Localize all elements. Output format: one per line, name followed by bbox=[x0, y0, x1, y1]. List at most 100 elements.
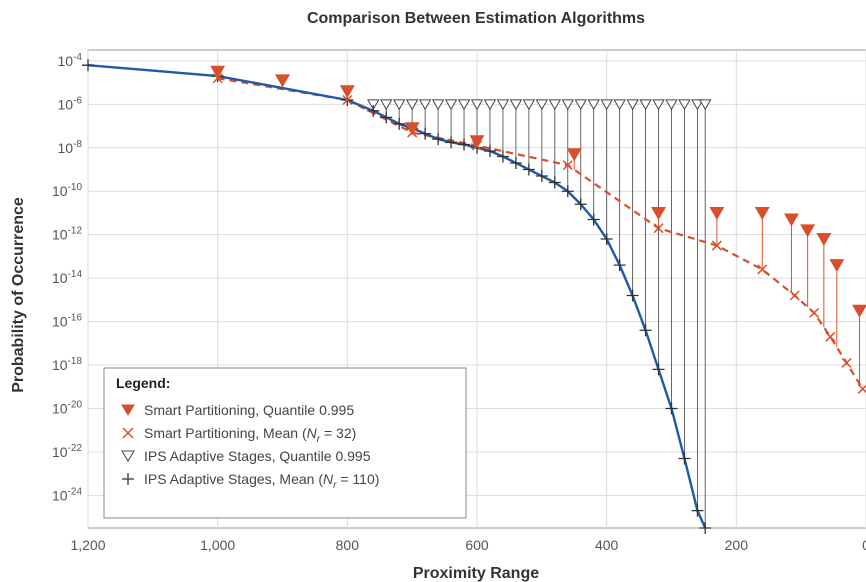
ips-quantile-marker bbox=[496, 99, 510, 111]
ips-mean-marker bbox=[613, 259, 626, 272]
y-tick-label: 10-24 bbox=[52, 486, 82, 503]
legend-box bbox=[103, 367, 467, 519]
ips-quantile-marker bbox=[483, 99, 497, 111]
sp-mean-marker bbox=[653, 223, 664, 234]
ips-mean-marker bbox=[82, 59, 94, 72]
y-tick-label: 10-20 bbox=[52, 400, 82, 417]
legend-label-sp-mean: Smart Partitioning, Mean (Nr = 32) bbox=[144, 425, 356, 445]
ips-quantile-marker bbox=[509, 99, 523, 111]
ips-mean-marker bbox=[626, 289, 639, 302]
ips-quantile-marker bbox=[367, 99, 380, 111]
ips-mean-marker bbox=[691, 504, 704, 517]
ips-mean-marker bbox=[600, 233, 613, 246]
ips-mean-marker bbox=[699, 522, 712, 534]
ips-mean-marker bbox=[380, 111, 393, 124]
ips-quantile-marker bbox=[535, 99, 549, 111]
ips-mean-marker bbox=[458, 138, 471, 151]
y-tick-label: 10-12 bbox=[52, 226, 82, 243]
ips-mean-marker bbox=[678, 452, 691, 465]
x-axis-label: Proximity Range bbox=[413, 565, 539, 582]
y-tick-label: 10-14 bbox=[52, 269, 82, 286]
ips-quantile-marker bbox=[444, 99, 458, 111]
sp-quantile-marker bbox=[709, 206, 725, 221]
sp-quantile-marker bbox=[275, 74, 290, 88]
x-axis: 1,200 1,000 800 600 400 200 0 bbox=[70, 537, 866, 553]
sp-quantile-marker bbox=[800, 224, 816, 238]
legend-marker-ips-mean bbox=[122, 473, 134, 485]
ips-mean-marker bbox=[509, 156, 522, 169]
x-tick-label: 1,200 bbox=[70, 537, 105, 553]
x-tick-label: 200 bbox=[725, 537, 749, 553]
sp-mean-marker bbox=[757, 264, 768, 275]
y-tick-label: 10-6 bbox=[58, 95, 83, 112]
ips-quantile-marker bbox=[548, 99, 562, 111]
sp-mean-marker bbox=[789, 290, 800, 301]
ips-mean-marker bbox=[652, 363, 665, 376]
ips-mean-marker bbox=[393, 117, 406, 130]
x-tick-label: 1,000 bbox=[200, 537, 235, 553]
legend-title: Legend: bbox=[116, 375, 170, 391]
ips-mean-marker bbox=[639, 324, 652, 337]
sp-quantile-marker bbox=[469, 135, 485, 149]
ips-quantile-marker bbox=[431, 99, 445, 111]
y-tick-label: 10-18 bbox=[52, 356, 82, 373]
ips-quantile-marker bbox=[405, 99, 419, 111]
sp-mean-marker bbox=[562, 160, 573, 171]
plot-area bbox=[82, 59, 866, 534]
x-tick-label: 400 bbox=[595, 537, 619, 553]
ips-quantile-marker bbox=[574, 99, 587, 111]
ips-quantile-marker bbox=[457, 99, 471, 111]
x-tick-label: 0 bbox=[862, 537, 866, 553]
ips-mean-marker bbox=[367, 104, 380, 117]
ips-mean-marker bbox=[665, 402, 678, 415]
y-axis-label: Probability of Occurrence bbox=[10, 197, 27, 393]
ips-quantile-marker bbox=[522, 99, 536, 111]
ips-quantile-marker bbox=[698, 99, 712, 111]
legend: Legend: Smart Partitioning, Quantile 0.99… bbox=[103, 367, 467, 519]
x-tick-label: 800 bbox=[336, 537, 360, 553]
y-tick-label: 10-22 bbox=[52, 443, 82, 460]
ips-quantile-marker bbox=[379, 99, 393, 111]
ips-mean-marker bbox=[419, 127, 432, 140]
y-tick-label: 10-10 bbox=[52, 182, 82, 199]
ips-quantile-marker bbox=[652, 99, 665, 111]
ips-mean-marker bbox=[496, 150, 509, 163]
ips-quantile-marker bbox=[613, 99, 626, 111]
sp-quantile-marker bbox=[339, 85, 355, 99]
ips-mean-marker bbox=[432, 133, 445, 146]
legend-label-ips-quantile: IPS Adaptive Stages, Quantile 0.995 bbox=[144, 448, 371, 464]
sp-quantile-marker bbox=[852, 304, 866, 318]
y-tick-label: 10-4 bbox=[58, 52, 83, 69]
ips-mean-marker bbox=[587, 213, 600, 226]
ips-quantile-marker bbox=[392, 99, 406, 111]
ips-quantile-marker bbox=[665, 99, 678, 111]
sp-quantile-marker bbox=[404, 122, 420, 136]
y-axis: 10-4 10-6 10-8 10-10 10-12 10-14 10-16 10-18 10-… bbox=[52, 52, 82, 504]
y-tick-label: 10-8 bbox=[58, 139, 83, 156]
sp-quantile-marker bbox=[783, 213, 799, 227]
ips-mean-marker bbox=[483, 145, 496, 158]
legend-marker-sp-mean bbox=[122, 427, 134, 439]
sp-quantile-marker bbox=[829, 259, 845, 273]
sp-quantile-marker bbox=[210, 65, 226, 79]
ips-quantile-marker bbox=[418, 99, 432, 111]
x-tick-label: 600 bbox=[465, 537, 489, 553]
sp-quantile-marker bbox=[816, 233, 832, 247]
ips-quantile-marker bbox=[561, 99, 575, 111]
ips-mean-marker bbox=[535, 170, 548, 183]
ips-quantile-marker bbox=[470, 99, 484, 111]
legend-label-ips-mean: IPS Adaptive Stages, Mean (Nr = 110) bbox=[144, 471, 379, 491]
sp-quantile-marker bbox=[754, 206, 770, 221]
sp-mean-marker bbox=[809, 307, 820, 318]
sp-quantile-marker bbox=[566, 148, 582, 162]
ips-mean-marker bbox=[561, 185, 574, 198]
legend-marker-ips-quantile bbox=[121, 450, 135, 462]
ips-mean-line bbox=[87, 64, 707, 529]
sp-mean-marker bbox=[841, 357, 852, 368]
ips-quantile-marker bbox=[691, 99, 704, 111]
ips-quantile-marker bbox=[639, 99, 652, 111]
legend-marker-sp-quantile bbox=[121, 404, 135, 416]
legend-label-sp-quantile: Smart Partitioning, Quantile 0.995 bbox=[144, 402, 354, 418]
sp-quantile-marker bbox=[651, 206, 666, 221]
